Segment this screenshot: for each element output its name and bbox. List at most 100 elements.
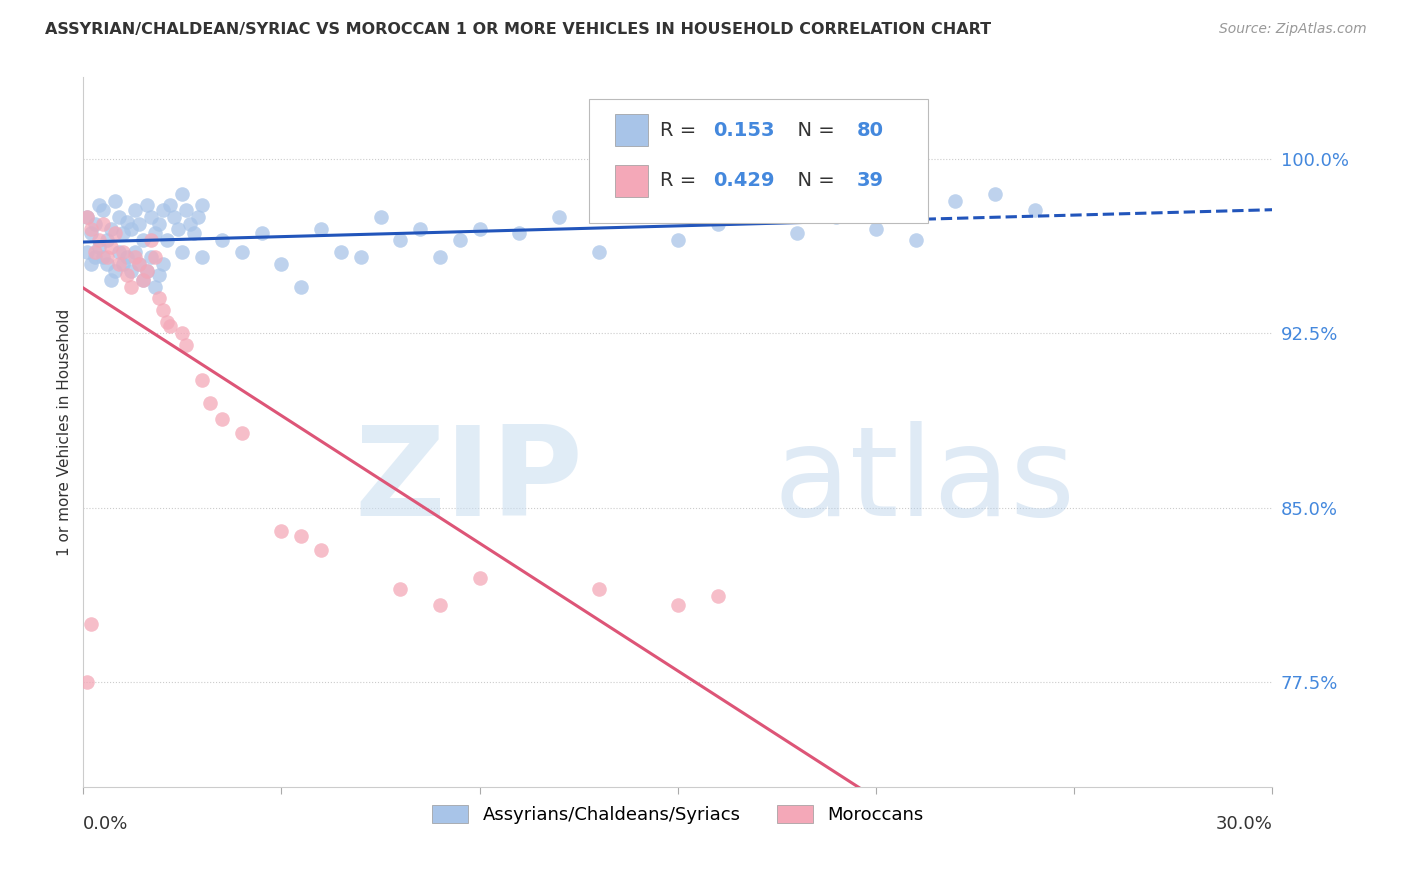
Point [152, 256, 174, 270]
Point [290, 529, 312, 543]
Point [167, 221, 190, 235]
Point [132, 273, 155, 287]
Point [187, 210, 209, 224]
Point [89, 240, 111, 254]
Point [76, 210, 98, 224]
Point [270, 256, 292, 270]
Point [84, 250, 107, 264]
Point [191, 250, 214, 264]
Text: 0.0%: 0.0% [83, 815, 129, 833]
Point [943, 194, 966, 208]
Point [588, 244, 610, 259]
Point [152, 303, 174, 318]
Point [172, 326, 194, 341]
Point [76, 675, 98, 690]
Point [198, 396, 221, 410]
Text: R =: R = [659, 120, 703, 139]
Point [108, 256, 131, 270]
Point [135, 198, 157, 212]
Point [191, 373, 214, 387]
Point [825, 210, 848, 224]
Text: Source: ZipAtlas.com: Source: ZipAtlas.com [1219, 22, 1367, 37]
Point [84, 217, 107, 231]
Point [96, 250, 118, 264]
Point [115, 268, 138, 282]
Point [231, 426, 253, 441]
Point [508, 227, 530, 241]
Point [231, 244, 253, 259]
Point [389, 582, 412, 597]
Bar [614, 114, 648, 146]
Point [588, 582, 610, 597]
Point [984, 186, 1007, 201]
Point [329, 244, 352, 259]
Point [148, 268, 170, 282]
Point [179, 217, 201, 231]
Point [89, 233, 111, 247]
Point [429, 599, 451, 613]
Point [111, 244, 134, 259]
Point [80, 617, 103, 632]
Point [211, 233, 233, 247]
Point [100, 240, 122, 254]
Point [100, 273, 122, 287]
Point [124, 250, 146, 264]
Point [152, 202, 174, 217]
Point [1024, 202, 1046, 217]
Point [76, 210, 98, 224]
Point [148, 292, 170, 306]
Point [139, 250, 162, 264]
Point [132, 233, 155, 247]
Point [159, 319, 181, 334]
Point [143, 250, 166, 264]
Point [132, 273, 155, 287]
Point [865, 221, 887, 235]
Point [80, 221, 103, 235]
Point [468, 570, 491, 584]
Point [124, 202, 146, 217]
Point [389, 233, 412, 247]
Point [706, 217, 728, 231]
Point [191, 198, 214, 212]
Text: 0.429: 0.429 [714, 171, 775, 190]
Point [120, 263, 142, 277]
Point [76, 244, 98, 259]
Point [91, 217, 114, 231]
Point [120, 280, 142, 294]
Point [104, 263, 127, 277]
Point [128, 217, 150, 231]
Text: N =: N = [785, 120, 841, 139]
Point [163, 210, 186, 224]
Point [89, 198, 111, 212]
Point [270, 524, 292, 538]
Point [666, 599, 689, 613]
Point [128, 256, 150, 270]
Point [172, 244, 194, 259]
Text: ZIP: ZIP [354, 421, 582, 542]
Point [786, 227, 808, 241]
Text: R =: R = [659, 171, 703, 190]
Point [449, 233, 471, 247]
Point [155, 315, 177, 329]
Point [211, 412, 233, 426]
Point [91, 202, 114, 217]
Point [370, 210, 392, 224]
Point [139, 233, 162, 247]
Point [139, 210, 162, 224]
Point [309, 221, 332, 235]
Point [666, 233, 689, 247]
Point [747, 198, 769, 212]
Point [183, 227, 205, 241]
Point [80, 227, 103, 241]
Point [148, 217, 170, 231]
Point [176, 338, 198, 352]
Point [128, 256, 150, 270]
Point [143, 227, 166, 241]
Point [108, 244, 131, 259]
Point [91, 250, 114, 264]
Point [176, 202, 198, 217]
Point [172, 186, 194, 201]
Point [468, 221, 491, 235]
Point [904, 233, 927, 247]
Point [120, 221, 142, 235]
